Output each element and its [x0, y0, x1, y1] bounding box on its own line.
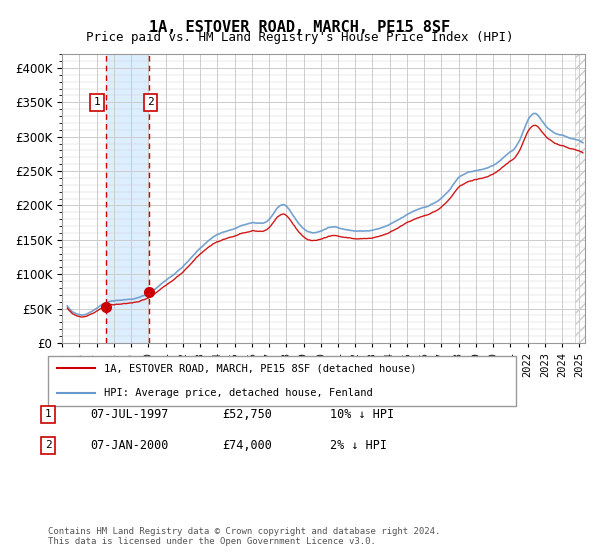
Text: 1: 1: [94, 97, 100, 108]
Bar: [106, 54, 149, 343]
Text: £74,000: £74,000: [222, 438, 272, 452]
FancyBboxPatch shape: [48, 356, 516, 406]
Text: Contains HM Land Registry data © Crown copyright and database right 2024.
This d: Contains HM Land Registry data © Crown c…: [48, 526, 440, 546]
Text: 2% ↓ HPI: 2% ↓ HPI: [330, 438, 387, 452]
Text: 07-JAN-2000: 07-JAN-2000: [90, 438, 169, 452]
Text: 1: 1: [44, 409, 52, 419]
Text: Price paid vs. HM Land Registry's House Price Index (HPI): Price paid vs. HM Land Registry's House …: [86, 31, 514, 44]
Text: 10% ↓ HPI: 10% ↓ HPI: [330, 408, 394, 421]
Bar: [575, 54, 584, 343]
Text: £52,750: £52,750: [222, 408, 272, 421]
Text: HPI: Average price, detached house, Fenland: HPI: Average price, detached house, Fenl…: [104, 389, 373, 398]
Text: 1A, ESTOVER ROAD, MARCH, PE15 8SF: 1A, ESTOVER ROAD, MARCH, PE15 8SF: [149, 20, 451, 35]
Text: 2: 2: [44, 440, 52, 450]
Text: 1A, ESTOVER ROAD, MARCH, PE15 8SF (detached house): 1A, ESTOVER ROAD, MARCH, PE15 8SF (detac…: [104, 363, 416, 373]
Text: 07-JUL-1997: 07-JUL-1997: [90, 408, 169, 421]
Text: 2: 2: [147, 97, 154, 108]
